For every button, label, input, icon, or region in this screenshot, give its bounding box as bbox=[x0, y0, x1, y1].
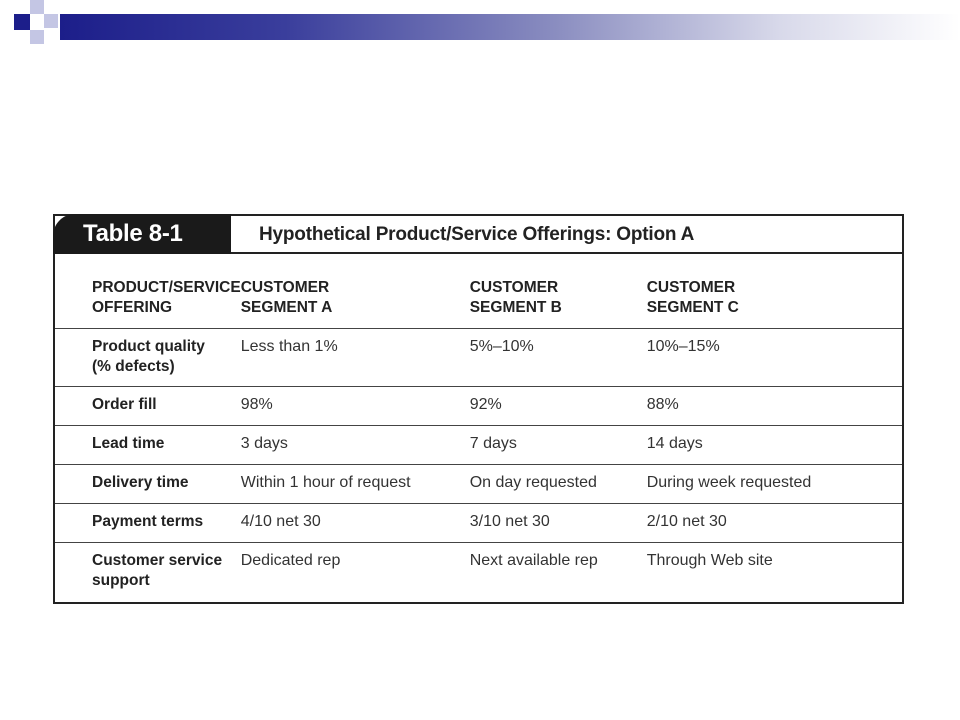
column-header: CUSTOMER SEGMENT B bbox=[470, 254, 647, 328]
text-line: Lead time bbox=[92, 434, 165, 452]
cell-segment-a: 98% bbox=[240, 385, 470, 425]
column-header: PRODUCT/SERVICE OFFERING bbox=[55, 254, 241, 328]
table-row: Product quality (% defects) Less than 1% … bbox=[55, 327, 902, 386]
decor-square bbox=[30, 30, 44, 44]
table-header-row: PRODUCT/SERVICE OFFERING CUSTOMER SEGMENT … bbox=[55, 254, 902, 328]
cell-segment-a: Less than 1% bbox=[240, 327, 470, 386]
text-line: CUSTOMER bbox=[240, 279, 330, 296]
table-number-label: Table 8-1 bbox=[53, 214, 231, 254]
cell-segment-b: 7 days bbox=[469, 424, 647, 464]
table-row: Lead time 3 days 7 days 14 days bbox=[55, 424, 902, 464]
table-row: Delivery time Within 1 hour of request O… bbox=[55, 463, 902, 503]
row-label: Lead time bbox=[55, 424, 241, 464]
cell-segment-b: 92% bbox=[469, 385, 647, 425]
row-label: Delivery time bbox=[55, 463, 241, 503]
table-title: Hypothetical Product/Service Offerings: … bbox=[259, 224, 695, 245]
cell-segment-c: 14 days bbox=[646, 424, 902, 464]
row-label: Customer service support bbox=[55, 541, 241, 604]
text-line: SEGMENT A bbox=[240, 299, 333, 316]
row-label: Order fill bbox=[55, 385, 241, 425]
row-label: Payment terms bbox=[55, 502, 241, 542]
cell-segment-c: 88% bbox=[646, 385, 902, 425]
table-row: Customer service support Dedicated rep Ne… bbox=[55, 541, 902, 604]
table-caption-bar: Table 8-1 Hypothetical Product/Service O… bbox=[53, 214, 902, 254]
table-row: Payment terms 4/10 net 30 3/10 net 30 2/… bbox=[55, 502, 902, 542]
cell-segment-b: On day requested bbox=[469, 463, 647, 503]
column-header: CUSTOMER SEGMENT C bbox=[647, 254, 902, 328]
decor-square bbox=[30, 0, 44, 14]
cell-segment-a: Dedicated rep bbox=[240, 541, 470, 604]
cell-segment-c: 2/10 net 30 bbox=[646, 502, 902, 542]
text-line: Product quality bbox=[92, 337, 205, 355]
text-line: CUSTOMER bbox=[646, 279, 736, 296]
cell-segment-c: Through Web site bbox=[646, 541, 902, 604]
text-line: SEGMENT B bbox=[469, 299, 562, 316]
text-line: Order fill bbox=[92, 395, 157, 413]
table-row: Order fill 98% 92% 88% bbox=[55, 385, 902, 425]
offerings-table: PRODUCT/SERVICE OFFERING CUSTOMER SEGMENT … bbox=[55, 254, 902, 604]
text-line: CUSTOMER bbox=[469, 279, 559, 296]
cell-segment-a: 3 days bbox=[240, 424, 470, 464]
table-container: Table 8-1 Hypothetical Product/Service O… bbox=[53, 214, 904, 604]
row-label: Product quality (% defects) bbox=[55, 327, 241, 386]
text-line: Payment terms bbox=[92, 512, 204, 530]
decor-square bbox=[44, 14, 58, 28]
cell-segment-a: 4/10 net 30 bbox=[240, 502, 470, 542]
header-gradient-bar bbox=[60, 14, 960, 40]
text-line: SEGMENT C bbox=[646, 299, 739, 316]
text-line: PRODUCT/SERVICE bbox=[92, 279, 241, 296]
text-line: Customer service bbox=[92, 551, 223, 569]
cell-segment-c: During week requested bbox=[646, 463, 902, 503]
cell-segment-b: 5%–10% bbox=[469, 327, 647, 386]
cell-segment-b: Next available rep bbox=[469, 541, 647, 604]
text-line: support bbox=[92, 571, 150, 589]
text-line: (% defects) bbox=[92, 357, 175, 375]
text-line: OFFERING bbox=[92, 299, 173, 316]
cell-segment-c: 10%–15% bbox=[646, 327, 902, 386]
text-line: Delivery time bbox=[92, 473, 189, 491]
decor-square bbox=[0, 30, 14, 44]
cell-segment-a: Within 1 hour of request bbox=[240, 463, 470, 503]
decor-square bbox=[14, 14, 30, 30]
column-header: CUSTOMER SEGMENT A bbox=[241, 254, 470, 328]
cell-segment-b: 3/10 net 30 bbox=[469, 502, 647, 542]
